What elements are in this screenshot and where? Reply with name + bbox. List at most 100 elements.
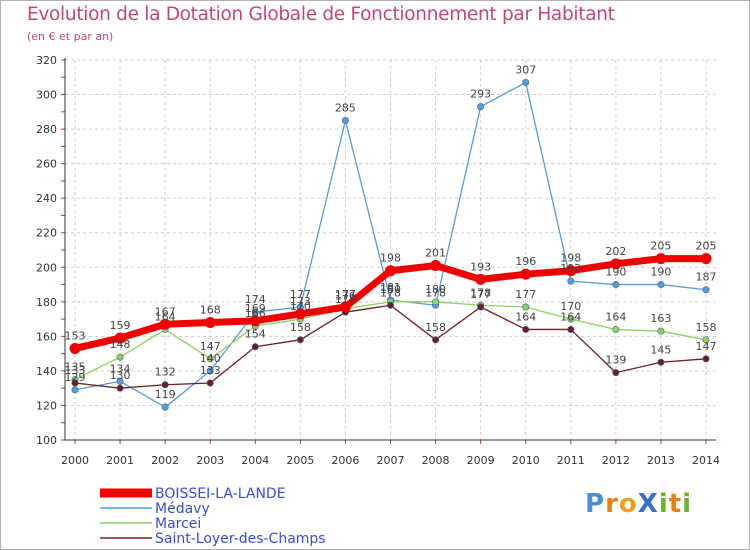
logo-letter: t: [668, 489, 683, 519]
x-tick-label: 2002: [151, 454, 179, 467]
data-label: 119: [155, 388, 176, 401]
data-label: 132: [155, 366, 176, 379]
data-label: 147: [696, 340, 717, 353]
y-tick-label: 120: [36, 399, 57, 412]
data-label: 167: [155, 305, 176, 318]
data-label: 173: [290, 295, 311, 308]
data-point: [702, 336, 710, 344]
data-point: [71, 386, 79, 394]
x-tick-label: 2010: [512, 454, 540, 467]
y-tick-label: 180: [36, 296, 57, 309]
data-label: 166: [245, 307, 266, 320]
x-tick-label: 2009: [467, 454, 495, 467]
data-point: [204, 317, 216, 329]
data-label: 177: [515, 288, 536, 301]
data-point: [702, 355, 710, 363]
data-point: [432, 298, 440, 306]
data-label: 168: [200, 304, 221, 317]
x-tick-label: 2005: [286, 454, 314, 467]
data-point: [251, 343, 259, 351]
data-label: 164: [515, 310, 536, 323]
data-label: 192: [560, 262, 581, 275]
legend-label: BOISSEI-LA-LANDE: [155, 486, 286, 502]
data-label: 133: [65, 364, 86, 377]
y-tick-label: 220: [36, 227, 57, 240]
data-label: 198: [380, 252, 401, 265]
data-label: 201: [425, 247, 446, 260]
data-point: [159, 318, 171, 330]
logo-letter: X: [637, 489, 659, 519]
logo-letter: o: [618, 489, 638, 519]
x-tick-label: 2011: [557, 454, 585, 467]
y-tick-label: 200: [36, 261, 57, 274]
data-point: [116, 384, 124, 392]
y-tick-label: 240: [36, 192, 57, 205]
data-label: 187: [696, 271, 717, 284]
series-lines: [69, 78, 712, 411]
data-point: [386, 301, 394, 309]
x-axis-ticks: 2000 2001 2002 2003 2004 2005 2006 2007 2008 2009…: [61, 454, 720, 467]
data-point: [520, 268, 532, 280]
data-label: 177: [470, 288, 491, 301]
data-label: 169: [245, 302, 266, 315]
y-axis-ticks: 100 120 140 160 180 200 220 240 260 280 300 320: [36, 54, 57, 447]
data-point: [655, 253, 667, 265]
y-tick-label: 280: [36, 123, 57, 136]
data-point: [116, 377, 124, 385]
data-label: 180: [425, 283, 446, 296]
data-label: 174: [335, 293, 356, 306]
data-label: 129: [65, 371, 86, 384]
data-label: 307: [515, 63, 536, 76]
data-point: [71, 379, 79, 387]
x-tick-label: 2012: [602, 454, 630, 467]
data-point: [702, 286, 710, 294]
legend-label: Saint-Loyer-des-Champs: [155, 531, 326, 547]
data-point: [475, 273, 487, 285]
data-label: 130: [110, 369, 131, 382]
data-label: 139: [605, 354, 626, 367]
data-point: [657, 281, 665, 289]
data-point: [432, 336, 440, 344]
data-label: 158: [425, 321, 446, 334]
y-tick-label: 320: [36, 54, 57, 67]
y-tick-label: 260: [36, 158, 57, 171]
data-label: 133: [200, 364, 221, 377]
data-label: 158: [290, 321, 311, 334]
logo-letter: P: [585, 489, 606, 519]
x-tick-label: 2001: [106, 454, 134, 467]
data-label: 145: [650, 343, 671, 356]
data-label: 163: [650, 312, 671, 325]
data-label: 174: [245, 293, 266, 306]
logo-letter: r: [605, 489, 619, 519]
data-label: 140: [200, 352, 221, 365]
data-point: [567, 315, 575, 323]
logo-letter: i: [658, 489, 669, 519]
data-point: [700, 253, 712, 265]
data-point: [206, 379, 214, 387]
data-label: 178: [380, 286, 401, 299]
x-tick-label: 2000: [61, 454, 89, 467]
data-point: [522, 303, 530, 311]
axes: [61, 58, 716, 444]
proxiti-logo: ProXiti: [585, 489, 692, 519]
x-tick-label: 2008: [422, 454, 450, 467]
data-point: [657, 327, 665, 335]
data-label: 154: [245, 328, 266, 341]
data-point: [296, 336, 304, 344]
data-label: 164: [605, 310, 626, 323]
data-point: [565, 265, 577, 277]
data-point: [610, 258, 622, 270]
data-label: 178: [425, 286, 446, 299]
data-label: 170: [560, 300, 581, 313]
data-label: 164: [560, 310, 581, 323]
data-point: [430, 260, 442, 272]
x-tick-label: 2007: [377, 454, 405, 467]
data-point: [522, 78, 530, 86]
data-label: 148: [110, 338, 131, 351]
data-point: [114, 332, 126, 344]
data-label: 285: [335, 101, 356, 114]
data-label: 181: [380, 281, 401, 294]
data-point: [249, 315, 261, 327]
